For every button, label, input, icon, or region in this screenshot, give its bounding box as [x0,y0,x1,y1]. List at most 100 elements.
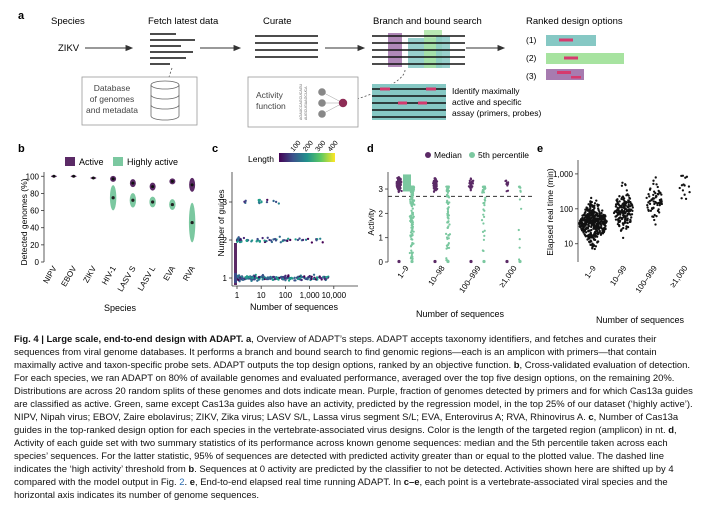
e-point [585,206,588,209]
c-point [286,275,290,278]
c-point [242,236,246,240]
d-point-median [468,186,471,189]
e-point [622,202,625,205]
d-point-median [396,176,399,180]
c-point [260,201,263,204]
e-point [653,202,656,206]
e-point [617,202,620,205]
e-point [627,205,631,208]
c-colorbar-tick-label: 300 [315,140,328,154]
c-point [256,237,259,241]
e-point [593,232,596,235]
c-xtick-label: 1 [235,291,240,300]
c-point [312,273,316,276]
c-point [260,276,263,279]
c-xtick-label: 1,000 [300,291,321,300]
c-point [253,278,256,281]
curated-sequences-icon [255,35,318,58]
e-point [621,195,625,198]
caption-fig-ref[interactable]: 2 [179,477,185,488]
e-point [624,183,627,186]
b-ytick-label: 20 [30,241,39,250]
e-point [647,192,650,196]
e-point [614,210,617,213]
caption-e-label: e [189,477,195,488]
b-xtick-label: LASV S [116,265,138,294]
d-point-5th [409,235,412,238]
panel-c: c Length 100 200 300 400 Number of guides N… [212,140,358,312]
d-point-5th [447,189,451,192]
d-point-median [396,180,399,184]
d-point-5th [483,234,486,237]
c-point [272,275,275,279]
e-point [622,223,625,226]
e-point [589,212,592,215]
e-point [597,218,600,222]
c-ytick-label: 1 [223,274,228,283]
d-point-5th [445,257,448,260]
species-name: ZIKV [58,43,80,54]
d-point-median [397,259,401,264]
d-point-5th [411,202,415,205]
e-point [616,218,620,221]
e-point [582,230,585,233]
e-point [630,202,633,205]
d-point-median [400,181,403,184]
e-point [603,216,606,219]
d-point-5th [411,255,414,258]
c-colorbar [279,153,335,162]
d-point-5th [411,211,414,214]
d-point-5th [411,213,414,216]
d-point-5th [408,251,411,255]
c-point [277,202,280,205]
e-point [601,222,604,225]
e-point [647,209,650,213]
e-point [589,200,592,203]
c-point-stack [234,243,237,285]
d-ytick-label: 0 [379,258,384,267]
c-colorbar-tick-label: 200 [302,140,315,154]
d-point-5th [519,190,522,193]
panel-d: d Median 5th percentile Activity Number … [366,143,532,319]
d-point-5th [483,229,486,232]
c-point [273,237,277,241]
e-point [604,227,607,230]
c-point [293,276,296,279]
legend-median-dot [425,152,431,158]
e-point [596,214,599,218]
e-point [589,234,593,237]
d-point-5th [482,213,485,216]
c-point [303,275,306,278]
e-point [588,214,591,218]
e-point [620,209,623,212]
e-point [587,216,590,220]
legend-active-swatch [65,157,75,166]
e-point [593,234,596,237]
c-point [287,237,290,240]
c-point [277,278,280,281]
d-point-5th [410,191,414,194]
e-xlabel: Number of sequences [596,315,685,325]
e-point [579,226,582,229]
c-point [293,279,296,282]
e-point [652,215,655,218]
c-point [284,279,287,282]
d-point-5th [446,187,449,191]
e-point [625,200,628,204]
b-mean-active [151,185,155,189]
c-point [238,276,242,279]
e-point [658,198,662,202]
d-xtick-label: 10–98 [427,264,447,288]
c-point [296,238,300,242]
e-point [631,206,634,209]
c-point-stack [234,273,237,283]
c-point [263,239,266,242]
e-point [623,218,627,221]
e-point [586,208,590,212]
d-ytick-label: 1 [379,234,384,243]
e-point [678,186,681,190]
e-point [614,218,618,221]
e-point [603,214,607,217]
caption-b-text: , Cross-validated evaluation of detectio… [14,360,693,423]
c-point [301,238,305,242]
